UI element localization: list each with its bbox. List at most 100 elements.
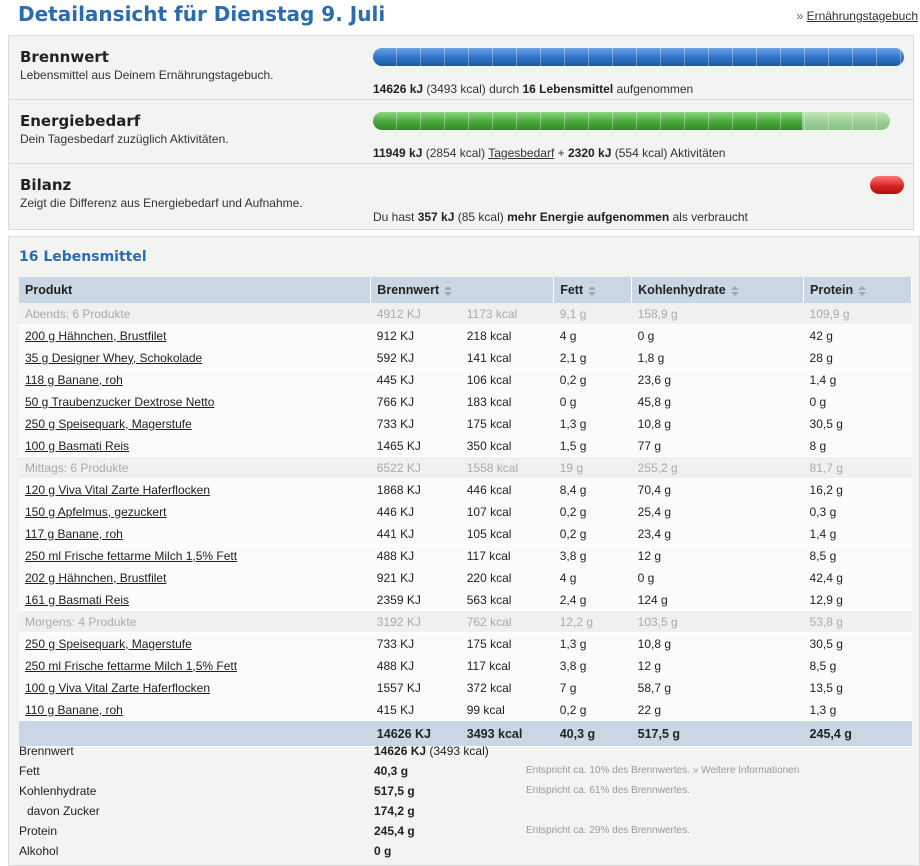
nutrient-row: davon Zucker 174,2 g [19, 801, 909, 821]
detail-part: + [557, 146, 565, 160]
header-cell[interactable]: Brennwert [370, 277, 555, 303]
value-cell: 8,5 g [803, 654, 912, 677]
group-cell: 1173 kcal [460, 303, 554, 325]
food-link[interactable]: 250 g Speisequark, Magerstufe [25, 416, 192, 431]
value-extra: (3493 kcal) [429, 744, 489, 758]
group-cell: 4912 KJ [370, 303, 461, 325]
detail-part: (554 kcal) Aktivitäten [614, 146, 726, 160]
food-cell: 100 g Basmati Reis [19, 434, 371, 457]
food-row: 100 g Basmati Reis 1465 KJ 350 kcal 1,5 g 77… [19, 434, 912, 457]
sort-icon [858, 285, 867, 296]
food-row: 200 g Hähnchen, Brustfilet 912 KJ 218 kcal… [19, 324, 912, 347]
detail-part: 14626 kJ [373, 82, 424, 96]
total-cell: 3493 kcal [460, 720, 554, 747]
food-row: 202 g Hähnchen, Brustfilet 921 KJ 220 kcal… [19, 566, 912, 589]
group-row: Morgens: 4 Produkte 3192 KJ 762 kcal 12,2 g… [19, 610, 912, 633]
food-link[interactable]: 120 g Viva Vital Zarte Haferflocken [25, 482, 210, 497]
food-link[interactable]: 100 g Basmati Reis [25, 438, 130, 453]
food-link[interactable]: 50 g Traubenzucker Dextrose Netto [25, 394, 215, 409]
detail-part: 11949 kJ [373, 146, 423, 160]
detail-part: (2854 kcal) [425, 146, 486, 160]
value-cell: 372 kcal [460, 676, 554, 699]
sort-icon [730, 285, 739, 296]
value-cell: 99 kcal [460, 698, 554, 721]
group-cell: 103,5 g [631, 610, 804, 633]
food-link[interactable]: 200 g Hähnchen, Brustfilet [25, 328, 167, 343]
food-link[interactable]: 35 g Designer Whey, Schokolade [25, 350, 203, 365]
header-text: Brennwert [377, 283, 440, 297]
food-link[interactable]: 100 g Viva Vital Zarte Haferflocken [25, 680, 210, 695]
food-row: 250 g Speisequark, Magerstufe 733 KJ 175 k… [19, 632, 912, 655]
value-cell: 13,5 g [803, 676, 912, 699]
value-cell: 1,3 g [553, 412, 632, 435]
food-link[interactable]: 250 g Speisequark, Magerstufe [25, 636, 192, 651]
total-row: 14626 KJ 3493 kcal 40,3 g 517,5 g 245,4 g [19, 720, 912, 747]
food-link[interactable]: 118 g Banane, roh [25, 372, 123, 387]
food-cell: 161 g Basmati Reis [19, 588, 371, 611]
value-cell: 415 KJ [370, 698, 461, 721]
value-cell: 1465 KJ [370, 434, 461, 457]
value-cell: 77 g [631, 434, 804, 457]
group-cell: 158,9 g [631, 303, 804, 325]
nutrient-row: Brennwert 14626 KJ (3493 kcal) [19, 741, 909, 761]
page-title: Detailansicht für Dienstag 9. Juli [18, 2, 386, 26]
food-link[interactable]: 150 g Apfelmus, gezuckert [25, 504, 167, 519]
food-cell: 100 g Viva Vital Zarte Haferflocken [19, 676, 371, 699]
value-cell: 70,4 g [631, 478, 804, 501]
value-cell: 488 KJ [370, 544, 461, 567]
value-cell: 733 KJ [370, 632, 461, 655]
group-cell: Abends: 6 Produkte [19, 303, 371, 325]
value-cell: 0 g [631, 566, 804, 589]
header-cell[interactable]: Protein [803, 277, 912, 303]
note-text: Entspricht ca. 10% des Brennwertes. [526, 765, 690, 776]
header-text: Fett [560, 283, 584, 297]
note-text: Entspricht ca. 61% des Brennwertes. [526, 785, 690, 796]
value-text: 40,3 g [374, 764, 409, 778]
value-cell: 766 KJ [370, 390, 461, 413]
nutrient-label: Brennwert [19, 744, 74, 758]
info-link[interactable]: » Weitere Informationen [692, 765, 800, 776]
detail-part: aufgenommen [616, 82, 694, 96]
nutrient-note: Entspricht ca. 10% des Brennwertes. » We… [526, 765, 799, 776]
food-link[interactable]: 202 g Hähnchen, Brustfilet [25, 570, 167, 585]
food-cell: 110 g Banane, roh [19, 698, 371, 721]
group-cell: 9,1 g [553, 303, 632, 325]
value-cell: 0 g [803, 390, 912, 413]
value-cell: 23,6 g [631, 368, 804, 391]
value-cell: 30,5 g [803, 412, 912, 435]
header-text: Protein [810, 283, 854, 297]
group-cell: 6522 KJ [370, 456, 461, 479]
top-link: » Ernährungstagebuch [797, 9, 918, 23]
food-row: 250 g Speisequark, Magerstufe 733 KJ 175 k… [19, 412, 912, 435]
food-row: 50 g Traubenzucker Dextrose Netto 766 KJ 1… [19, 390, 912, 413]
value-cell: 350 kcal [460, 434, 554, 457]
value-cell: 183 kcal [460, 390, 554, 413]
food-link[interactable]: 110 g Banane, roh [25, 702, 123, 717]
nutrient-label: Kohlenhydrate [19, 784, 97, 798]
value-text: 174,2 g [374, 804, 415, 818]
food-link[interactable]: 161 g Basmati Reis [25, 592, 130, 607]
header-cell[interactable]: Kohlenhydrate [631, 277, 805, 303]
food-row: 250 ml Frische fettarme Milch 1,5% Fett 4… [19, 544, 912, 567]
value-cell: 124 g [631, 588, 804, 611]
value-cell: 3,8 g [553, 654, 632, 677]
header-cell[interactable]: Fett [553, 277, 633, 303]
detail-link[interactable]: Tagesbedarf [488, 146, 555, 160]
diary-link[interactable]: Ernährungstagebuch [806, 9, 918, 23]
food-link[interactable]: 250 ml Frische fettarme Milch 1,5% Fett [25, 658, 238, 673]
food-cell: 202 g Hähnchen, Brustfilet [19, 566, 371, 589]
value-cell: 0,2 g [553, 368, 632, 391]
value-cell: 2359 KJ [370, 588, 461, 611]
value-cell: 23,4 g [631, 522, 804, 545]
group-cell: 12,2 g [553, 610, 632, 633]
value-cell: 2,1 g [553, 346, 632, 369]
food-link[interactable]: 117 g Banane, roh [25, 526, 123, 541]
food-link[interactable]: 250 ml Frische fettarme Milch 1,5% Fett [25, 548, 238, 563]
value-cell: 12 g [631, 654, 804, 677]
value-cell: 175 kcal [460, 632, 554, 655]
food-row: 250 ml Frische fettarme Milch 1,5% Fett 4… [19, 654, 912, 677]
nutrient-value: 40,3 g [374, 764, 408, 778]
balance-bar [870, 176, 904, 194]
food-row: 150 g Apfelmus, gezuckert 446 KJ 107 kcal 0… [19, 500, 912, 523]
